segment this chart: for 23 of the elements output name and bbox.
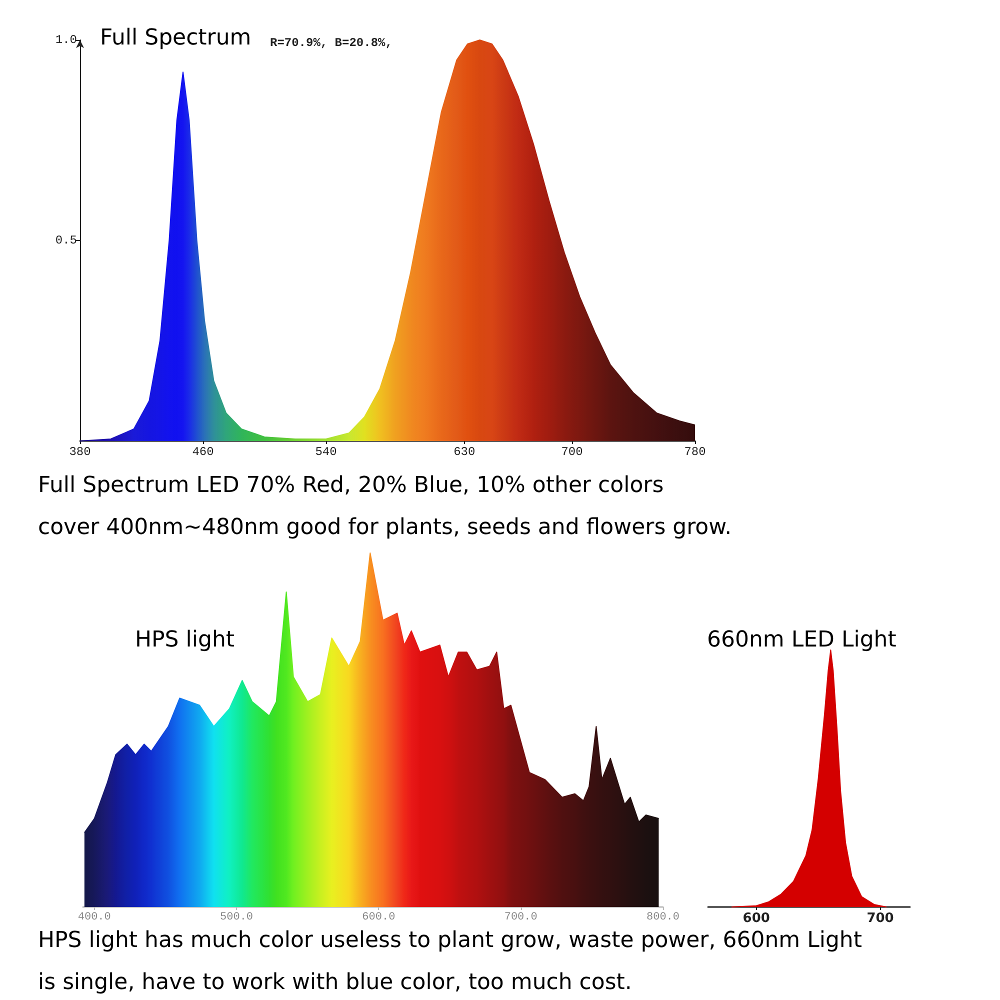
chart-title: Full Spectrum bbox=[100, 26, 252, 50]
x-tick-label: 500.0 bbox=[220, 912, 254, 924]
x-tick-label: 460 bbox=[192, 445, 214, 459]
x-tick-label: 700 bbox=[561, 445, 583, 459]
text: Full Spectrum LED 70% Red, 20% Blue, 10% other colors bbox=[38, 472, 665, 500]
text: HPS light bbox=[135, 628, 235, 652]
x-tick-label: 800.0 bbox=[646, 912, 680, 924]
text: is single, have to work with blue color, too much cost. bbox=[38, 969, 633, 997]
x-tick-label: 700.0 bbox=[504, 912, 538, 924]
x-tick-label: 400.0 bbox=[78, 912, 111, 924]
x-tick-label: 630 bbox=[454, 445, 476, 459]
x-tick-label: 600 bbox=[742, 911, 770, 926]
text: HPS light has much color useless to plant grow, waste power, 660nm Light bbox=[38, 928, 862, 953]
x-tick-label: 700 bbox=[866, 911, 894, 926]
x-tick-label: 780 bbox=[684, 445, 706, 459]
x-tick-label: 380 bbox=[69, 445, 91, 459]
chart-title: 660nm LED Light bbox=[707, 628, 897, 652]
y-tick-label: 0.5 bbox=[55, 234, 77, 248]
x-tick-label: 540 bbox=[315, 445, 337, 459]
chart-subtitle: R=70.9%, B=20.8%, bbox=[270, 36, 392, 50]
x-tick-label: 600.0 bbox=[362, 912, 396, 924]
y-tick-label: 1.0 bbox=[55, 33, 77, 47]
text: cover 400nm~480nm good for plants, seeds and flowers grow. bbox=[38, 514, 732, 542]
